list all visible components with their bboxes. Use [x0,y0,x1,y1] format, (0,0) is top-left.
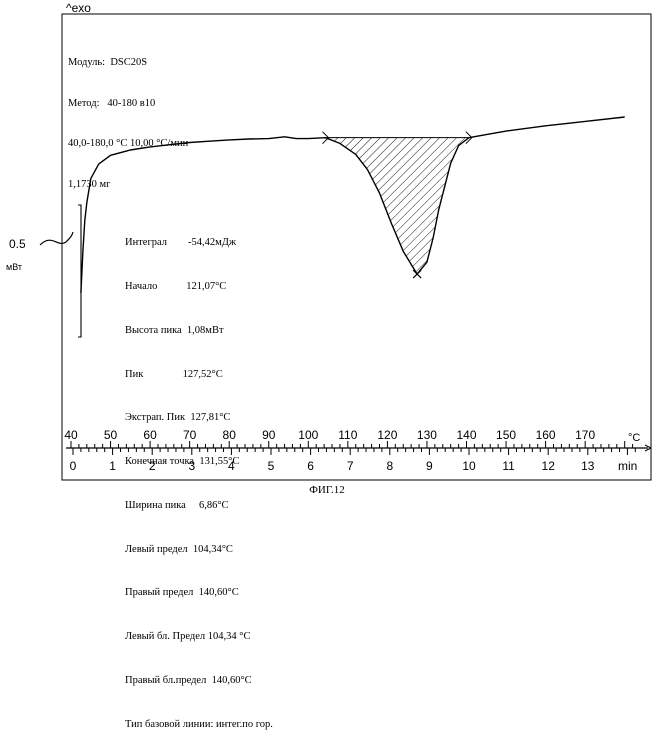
time-tick-label: 2 [149,459,156,473]
temp-tick-label: 100 [298,428,318,442]
scale-value-label: 0.5 [9,237,26,251]
result-left-limit: Левый предел 104,34°C [125,543,233,555]
result-peak-height: Высота пика 1,08мВт [125,324,224,336]
result-left-bl-limit: Левый бл. Предел 104,34 °C [125,631,251,643]
time-tick-label: 7 [347,459,354,473]
temp-tick-label: 90 [262,428,276,442]
curve-start-hook [39,231,74,246]
axis-arrow [644,447,652,452]
time-tick-label: 5 [268,459,275,473]
result-endset: Конечная точка 131,55°C [125,456,240,468]
peak-area-hatch [325,137,469,275]
result-right-limit: Правый предел 140,60°C [125,587,239,599]
scale-unit-label: мВт [6,262,23,272]
figure-caption: ФИГ.12 [309,484,345,496]
method-info: Модуль: DSC20S Метод: 40-180 в10 40,0-18… [68,29,188,205]
time-tick-label: 13 [581,459,595,473]
dsc-curve [80,116,625,294]
temp-tick-label: 70 [183,428,197,442]
info-line-mass: 1,1730 мг [68,178,111,190]
temp-tick-label: 150 [496,428,516,442]
plot-frame [61,13,652,481]
temp-tick-label: 170 [575,428,595,442]
temp-tick-label: 60 [143,428,157,442]
info-line-method: Метод: 40-180 в10 [68,97,156,109]
result-peak: Пик 127,52°C [125,368,223,380]
result-baseline-type: Тип базовой линии: интег.по гор. [125,718,273,730]
result-right-bl-limit: Правый бл.предел 140,60°C [125,675,252,686]
temp-tick-label: 140 [456,428,476,442]
time-tick-label: 1 [109,459,116,473]
time-tick-label: 8 [386,459,393,473]
result-integral: Интеграл -54,42мДж [125,237,237,249]
left-limit-marker [322,131,330,145]
time-tick-label: 11 [502,459,515,473]
peak-results-table: Интеграл -54,42мДж Начало 121,07°C Высот… [125,207,273,747]
temp-tick-label: 80 [223,428,237,442]
time-axis-unit: min [618,459,637,473]
right-limit-marker [465,131,473,145]
temp-tick-label: 50 [104,428,118,442]
result-extrap-peak: Экстрап. Пик 127,81°C [125,412,231,424]
info-line-module: Модуль: DSC20S [68,57,148,68]
exo-direction-label: ^exo [66,1,91,15]
time-tick-label: 4 [228,459,235,473]
temp-tick-label: 120 [377,428,397,442]
time-tick-label: 6 [307,459,314,473]
peak-marker [412,269,422,279]
temp-tick-label: 40 [64,428,78,442]
time-tick-label: 9 [426,459,433,473]
time-tick-label: 10 [462,459,476,473]
temp-tick-label: 130 [417,428,437,442]
temp-tick-label: 160 [536,428,556,442]
info-line-range: 40,0-180,0 °C 10,00 °C/мин [68,138,189,149]
result-peak-width: Ширина пика 6,86°C [125,499,229,511]
time-tick-label: 12 [542,459,556,473]
scale-bar [78,204,82,338]
temp-tick-label: 110 [338,428,357,442]
time-tick-label: 0 [70,459,77,473]
result-onset: Начало 121,07°C [125,280,227,292]
temp-axis-unit: °C [628,432,640,444]
axis-arrow [644,444,652,449]
time-tick-label: 3 [188,459,195,473]
